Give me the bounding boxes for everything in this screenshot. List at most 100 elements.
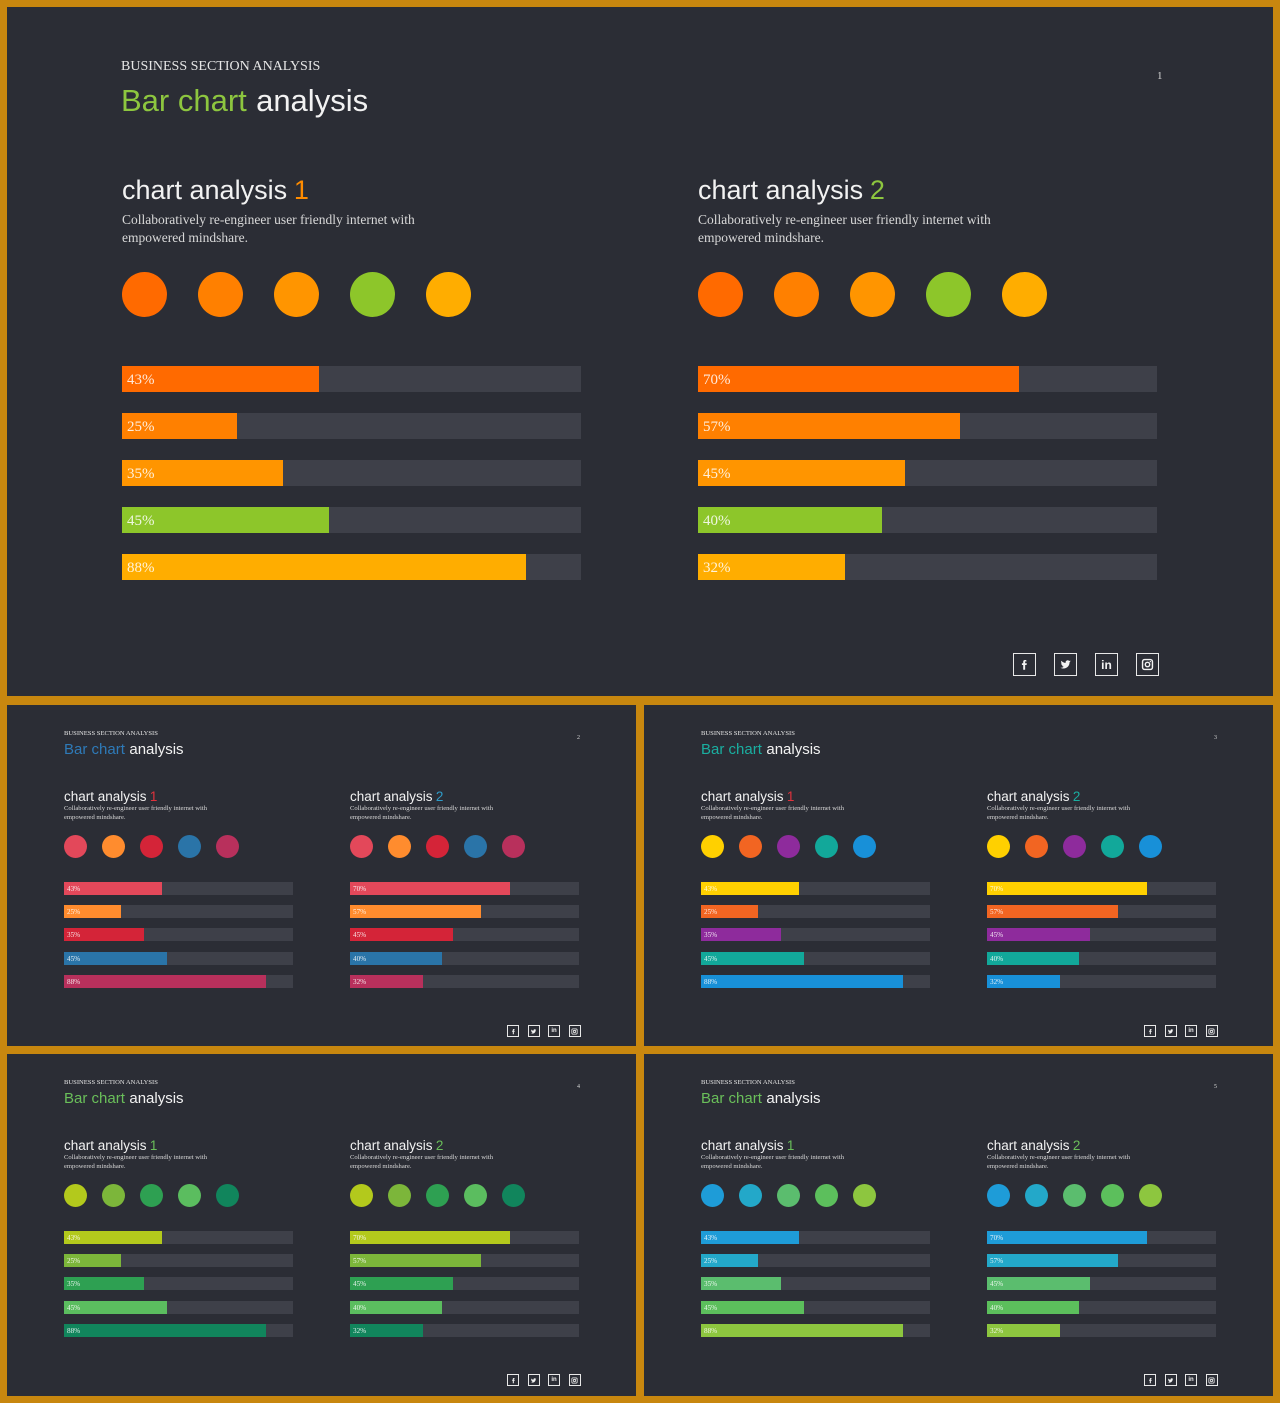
color-dot — [1063, 1184, 1086, 1207]
linkedin-icon[interactable]: in — [548, 1374, 560, 1386]
bar-value-label: 35% — [66, 931, 81, 940]
color-dot — [1002, 272, 1047, 317]
bar — [701, 1323, 903, 1337]
bar-value-label: 88% — [66, 1326, 81, 1335]
page-title-rest: analysis — [766, 741, 821, 758]
facebook-icon[interactable] — [507, 1374, 519, 1386]
bar-value-label: 57% — [352, 1257, 367, 1266]
bar-value-label: 25% — [127, 419, 155, 435]
panel-description: Collaboratively re-engineer user friendl… — [698, 212, 991, 245]
page-title-accent: Bar chart — [121, 83, 247, 118]
panel-heading: chart analysis 2 — [350, 789, 443, 804]
bar-track: 45% — [350, 1277, 579, 1291]
page-number: 5 — [1214, 1084, 1217, 1090]
bar — [987, 974, 1061, 988]
bar-track: 43% — [701, 1231, 930, 1244]
bar — [64, 928, 145, 942]
slide-4: BUSINESS SECTION ANALYSIS Bar chart analys… — [7, 1054, 636, 1396]
color-dot — [426, 835, 449, 858]
bar-value-label: 43% — [703, 1234, 718, 1242]
twitter-icon[interactable] — [527, 1374, 540, 1386]
twitter-icon[interactable] — [527, 1025, 540, 1037]
twitter-icon[interactable] — [1164, 1374, 1177, 1386]
facebook-icon[interactable] — [1144, 1374, 1156, 1386]
slide-3: BUSINESS SECTION ANALYSIS Bar chart analys… — [644, 705, 1273, 1046]
facebook-icon[interactable] — [1144, 1025, 1156, 1037]
slide-5: BUSINESS SECTION ANALYSIS Bar chart analys… — [644, 1054, 1273, 1396]
bar-track: 70% — [350, 882, 579, 895]
bar-track: 45% — [122, 507, 581, 533]
bar — [987, 905, 1118, 919]
bar-track: 25% — [701, 1254, 930, 1268]
bar-track: 70% — [987, 882, 1216, 895]
bar — [64, 974, 266, 988]
linkedin-icon[interactable]: in — [1185, 1374, 1197, 1386]
bar-track: 43% — [122, 366, 581, 392]
bar — [350, 1277, 454, 1291]
panel-heading-text: chart analysis — [987, 789, 1070, 804]
facebook-icon[interactable] — [1013, 653, 1036, 676]
chart-panel-2: chart analysis 2 Collaboratively re-engine… — [350, 789, 579, 998]
bar — [64, 1300, 168, 1314]
bar — [987, 951, 1079, 965]
facebook-icon[interactable] — [507, 1025, 519, 1037]
panel-description: Collaboratively re-engineer user friendl… — [350, 805, 493, 821]
chart-panel-2: chart analysis 2 Collaboratively re-engine… — [350, 1138, 579, 1347]
panel-description: Collaboratively re-engineer user friendl… — [987, 805, 1130, 821]
panel-heading-number: 1 — [293, 175, 309, 205]
twitter-icon[interactable] — [1054, 653, 1077, 676]
bar-value-label: 88% — [127, 560, 155, 576]
bar-value-label: 40% — [703, 513, 731, 529]
instagram-icon[interactable] — [1205, 1025, 1218, 1037]
bar-track: 88% — [64, 974, 293, 988]
page-number: 1 — [1157, 70, 1163, 82]
bar-value-label: 32% — [352, 1326, 367, 1335]
bar-value-label: 45% — [352, 931, 367, 940]
linkedin-icon[interactable]: in — [1185, 1025, 1197, 1037]
bar-track: 25% — [64, 1254, 293, 1268]
panel-heading-text: chart analysis — [122, 175, 288, 205]
linkedin-icon[interactable]: in — [548, 1025, 560, 1037]
twitter-icon[interactable] — [1164, 1025, 1177, 1037]
bar-value-label: 45% — [66, 1303, 81, 1312]
panel-heading-number: 1 — [786, 789, 795, 804]
page-title-accent: Bar chart — [64, 741, 125, 758]
bar-track: 32% — [698, 554, 1157, 580]
instagram-icon[interactable] — [1205, 1374, 1218, 1386]
page-title: Bar chart analysis — [701, 1090, 821, 1107]
color-dot — [140, 835, 163, 858]
color-dot — [102, 835, 125, 858]
page-title-accent: Bar chart — [701, 1090, 762, 1107]
bar — [122, 413, 237, 439]
color-dot — [502, 835, 525, 858]
color-dot — [1063, 835, 1086, 858]
bar-value-label: 32% — [989, 1326, 1004, 1335]
bar-value-label: 40% — [352, 954, 367, 963]
color-dot — [774, 272, 819, 317]
bar — [987, 1300, 1079, 1314]
page-title-rest: analysis — [766, 1090, 821, 1107]
bar — [701, 928, 782, 942]
bar — [64, 905, 122, 919]
instagram-icon[interactable] — [1136, 653, 1159, 676]
section-label: BUSINESS SECTION ANALYSIS — [701, 730, 795, 737]
section-label: BUSINESS SECTION ANALYSIS — [64, 730, 158, 737]
instagram-icon[interactable] — [568, 1025, 581, 1037]
page-title-rest: analysis — [129, 1090, 184, 1107]
color-dot — [388, 835, 411, 858]
bar — [701, 974, 903, 988]
bar-value-label: 57% — [352, 908, 367, 917]
bar-value-label: 45% — [989, 1280, 1004, 1289]
linkedin-icon[interactable]: in — [1095, 653, 1118, 676]
panel-heading: chart analysis 2 — [987, 789, 1080, 804]
color-dot — [216, 1184, 239, 1207]
color-dot — [178, 835, 201, 858]
bar-track: 88% — [122, 554, 581, 580]
panel-heading-text: chart analysis — [701, 789, 784, 804]
color-dot — [1139, 1184, 1162, 1207]
bar-track: 35% — [64, 928, 293, 942]
bar — [701, 951, 805, 965]
panel-heading-number: 2 — [869, 175, 885, 205]
instagram-icon[interactable] — [568, 1374, 581, 1386]
color-dot — [1025, 835, 1048, 858]
